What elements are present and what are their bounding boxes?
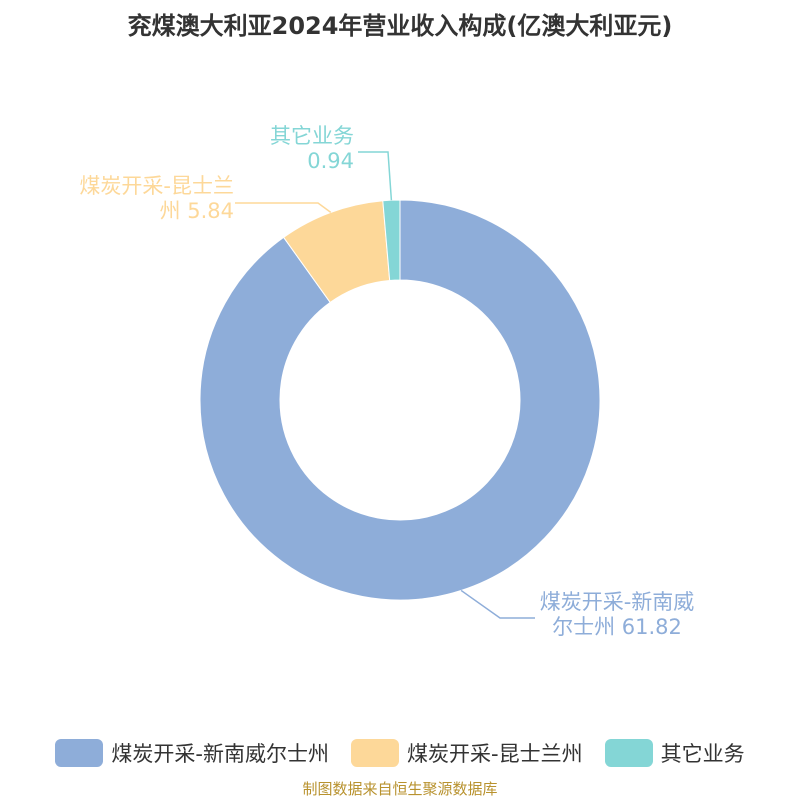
legend-swatch — [55, 739, 104, 767]
legend-item: 煤炭开采-昆士兰州 — [351, 738, 583, 768]
donut-slice — [382, 199, 401, 281]
legend-item: 其它业务 — [604, 738, 745, 768]
label-value: 5.84 — [187, 199, 234, 223]
label-value: 0.94 — [307, 149, 354, 173]
data-label: 其它业务 0.94 — [252, 124, 354, 174]
source-note: 制图数据来自恒生聚源数据库 — [302, 780, 498, 798]
leader-line — [358, 151, 393, 201]
leader-line — [235, 202, 332, 213]
data-label: 煤炭开采-昆士兰州 5.84 — [76, 174, 234, 224]
label-category: 煤炭开采-新南威尔士州 — [539, 590, 695, 639]
legend-swatch — [351, 739, 399, 767]
legend-label: 煤炭开采-新南威尔士州 — [111, 742, 329, 766]
label-value: 61.82 — [621, 615, 682, 639]
legend-swatch — [604, 739, 653, 767]
legend: 煤炭开采-新南威尔士州 煤炭开采-昆士兰州 其它业务 — [0, 738, 800, 768]
label-category: 煤炭开采-昆士兰州 — [79, 174, 234, 223]
legend-label: 煤炭开采-昆士兰州 — [407, 742, 583, 766]
leader-line — [460, 589, 535, 619]
chart-title: 兖煤澳大利亚2024年营业收入构成(亿澳大利亚元) — [127, 12, 673, 40]
legend-label: 其它业务 — [660, 742, 745, 766]
donut-slice — [199, 199, 601, 601]
legend-item: 煤炭开采-新南威尔士州 — [55, 738, 329, 768]
label-category: 其它业务 — [270, 124, 354, 148]
data-label: 煤炭开采-新南威尔士州 61.82 — [532, 590, 702, 640]
